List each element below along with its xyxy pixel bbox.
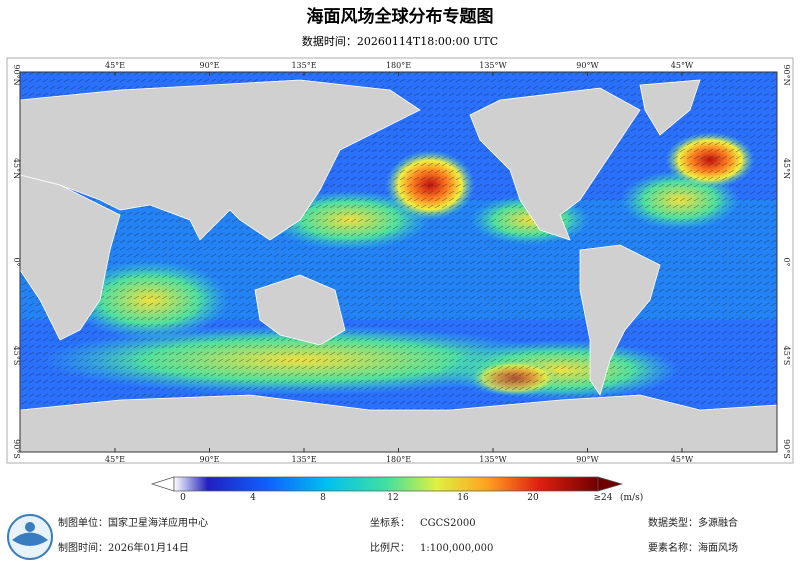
colorbar <box>173 476 599 492</box>
footer-label: 比例尺： <box>370 541 410 554</box>
lon-label: 45°W <box>671 455 694 464</box>
lon-label: 135°W <box>479 61 507 70</box>
footer-value: CGCS2000 <box>420 518 476 529</box>
subtitle: 数据时间：20260114T18:00:00 UTC <box>302 34 498 48</box>
lat-label: 0° <box>782 257 791 266</box>
land <box>20 79 777 452</box>
lat-label: 90°N <box>12 64 21 85</box>
footer-value: 1:100,000,000 <box>420 543 493 554</box>
footer-value: 2026年01月14日 <box>108 541 189 554</box>
footer-value: 多源融合 <box>698 516 738 529</box>
footer-value: 国家卫星海洋应用中心 <box>108 516 208 529</box>
footer-label: 数据类型： <box>648 516 698 529</box>
footer-label: 要素名称： <box>648 541 698 554</box>
lon-label: 90°E <box>199 61 219 70</box>
lat-label: 45°N <box>782 158 791 179</box>
colorbar-max-label: ≥24 <box>594 493 613 503</box>
greenland <box>639 79 701 136</box>
africa <box>20 174 121 341</box>
colorbar-max-arrow <box>597 476 624 492</box>
lat-label: 90°N <box>782 64 791 85</box>
lon-label: 90°W <box>576 61 599 70</box>
lon-label: 45°E <box>105 61 125 70</box>
lon-label: 135°W <box>479 455 507 464</box>
map-area <box>20 72 777 452</box>
footer-label: 坐标系： <box>370 517 410 529</box>
colorbar-label: 0 <box>180 493 186 503</box>
lon-label: 135°E <box>291 455 316 464</box>
colorbar-unit: (m/s) <box>620 492 643 503</box>
outer-frame <box>6 57 794 464</box>
lat-label: 90°S <box>782 439 791 459</box>
colorbar-min-arrow <box>150 476 175 492</box>
logo <box>7 514 53 560</box>
colorbar-label: 12 <box>387 493 398 503</box>
lon-label: 135°E <box>291 61 316 70</box>
footer-label: 制图时间： <box>58 541 108 554</box>
lon-label: 180°E <box>386 455 411 464</box>
australia <box>254 274 346 346</box>
colorbar-label: 4 <box>250 493 256 503</box>
antarctica <box>20 394 777 452</box>
lat-label: 45°S <box>12 346 21 366</box>
lon-label: 45°E <box>105 455 125 464</box>
south-america <box>579 244 661 396</box>
footer-label: 制图单位： <box>58 516 108 529</box>
lat-label: 45°S <box>782 346 791 366</box>
lon-label: 45°W <box>671 61 694 70</box>
colorbar-label: 16 <box>457 493 469 503</box>
colorbar-label: 8 <box>320 493 326 503</box>
lon-label: 90°W <box>576 455 599 464</box>
lat-label: 0° <box>12 257 21 266</box>
lon-label: 180°E <box>386 61 411 70</box>
title: 海面风场全球分布专题图 <box>307 6 494 27</box>
footer-value: 海面风场 <box>698 541 738 554</box>
lon-label: 90°E <box>199 455 219 464</box>
lat-label: 90°S <box>12 439 21 459</box>
lat-label: 45°N <box>12 158 21 179</box>
north-america <box>469 87 641 241</box>
colorbar-label: 20 <box>527 493 539 503</box>
eurasia <box>20 79 421 241</box>
